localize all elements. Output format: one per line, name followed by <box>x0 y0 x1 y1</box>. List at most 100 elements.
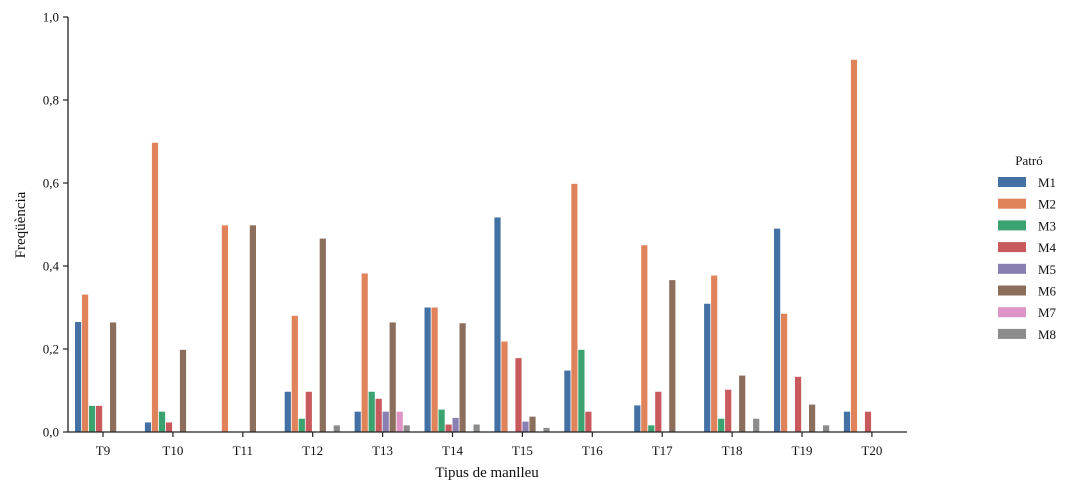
legend-swatch-m5 <box>998 263 1026 274</box>
legend-swatch-m7 <box>998 307 1026 318</box>
bars-group <box>75 59 872 433</box>
bar-t15-m1 <box>494 217 501 432</box>
bar-t15-m5 <box>522 421 529 433</box>
legend-label-m2: M2 <box>1038 197 1056 212</box>
x-axis-label: Tipus de manlleu <box>435 465 539 481</box>
bar-t12-m6 <box>319 238 326 432</box>
bar-t14-m8 <box>473 424 480 432</box>
x-tick-label: T12 <box>302 443 323 458</box>
bar-t16-m3 <box>578 349 585 432</box>
bar-t10-m3 <box>158 411 166 432</box>
bar-t18-m4 <box>725 389 732 432</box>
bar-t10-m2 <box>151 142 159 432</box>
bar-t18-m6 <box>739 375 746 432</box>
bar-t15-m8 <box>543 427 550 432</box>
x-tick-label: T19 <box>792 443 813 458</box>
bar-t17-m1 <box>634 405 641 432</box>
y-tick-label: 1,0 <box>43 10 59 25</box>
bar-t9-m4 <box>96 405 103 432</box>
y-tick-label: 0,0 <box>43 425 59 440</box>
bar-t19-m1 <box>774 228 781 432</box>
bar-t13-m4 <box>375 398 382 432</box>
bar-t16-m1 <box>564 370 571 432</box>
bar-t13-m7 <box>396 411 403 432</box>
bar-t18-m3 <box>718 418 725 432</box>
y-tick-label: 0,2 <box>43 342 59 357</box>
bar-t14-m6 <box>459 323 466 432</box>
bar-t19-m2 <box>781 313 788 432</box>
x-tick-label: T9 <box>96 443 110 458</box>
bar-t13-m1 <box>354 411 361 432</box>
x-tick-label: T15 <box>512 443 533 458</box>
legend-title: Patró <box>1015 153 1042 168</box>
bar-t17-m3 <box>648 425 655 432</box>
bar-t13-m6 <box>389 322 396 432</box>
bar-t14-m3 <box>438 409 445 432</box>
y-axis-label: Freqüència <box>13 191 29 258</box>
bar-t15-m4 <box>515 358 522 432</box>
bar-t17-m2 <box>641 245 648 432</box>
bar-t16-m2 <box>571 183 578 432</box>
bar-t14-m1 <box>424 307 431 432</box>
bar-t12-m3 <box>298 418 305 432</box>
legend-label-m6: M6 <box>1038 284 1057 299</box>
bar-t9-m6 <box>110 322 117 432</box>
bar-t19-m6 <box>809 404 816 432</box>
bar-t12-m8 <box>333 425 340 432</box>
y-tick-label: 0,4 <box>43 259 60 274</box>
bar-t10-m6 <box>179 349 187 432</box>
bar-t14-m4 <box>445 424 452 432</box>
y-tick-label: 0,8 <box>43 93 59 108</box>
bar-t12-m1 <box>284 391 291 432</box>
legend-label-m8: M8 <box>1038 327 1056 342</box>
bar-t9-m3 <box>89 405 96 432</box>
x-axis: T9 T10 T11 T12 T13 T14 T15 T16 T17 T18 T19 T20 <box>68 431 907 458</box>
legend-label-m5: M5 <box>1038 262 1056 277</box>
x-tick-label: T10 <box>162 443 183 458</box>
bar-t13-m2 <box>361 273 368 432</box>
bar-t18-m2 <box>711 275 718 432</box>
x-tick-label: T17 <box>652 443 673 458</box>
legend-swatch-m3 <box>998 220 1026 231</box>
bar-t18-m1 <box>704 303 711 432</box>
bar-t10-m1 <box>144 422 152 432</box>
legend-swatch-m1 <box>998 177 1026 187</box>
x-tick-label: T20 <box>861 443 882 458</box>
bar-t12-m4 <box>305 391 312 432</box>
bar-t18-m8 <box>753 418 760 432</box>
x-tick-label: T11 <box>233 443 253 458</box>
bar-t20-m4 <box>864 411 872 432</box>
bar-t14-m2 <box>431 307 438 432</box>
legend-swatch-m2 <box>998 198 1026 209</box>
bar-t9-m1 <box>75 322 82 432</box>
y-axis: 0,0 0,2 0,4 0,6 0,8 1,0 <box>43 10 69 440</box>
bar-t20-m2 <box>850 59 858 432</box>
bar-t13-m3 <box>368 391 375 432</box>
bar-t17-m4 <box>655 391 662 432</box>
bar-t11-m6 <box>249 225 256 432</box>
legend: Patró M1 M2 M3 M4 M5 M6 M7 M8 <box>998 153 1057 342</box>
bar-t9-m2 <box>82 294 89 432</box>
bar-t17-m6 <box>669 280 676 432</box>
x-tick-label: T16 <box>582 443 603 458</box>
bar-t14-m5 <box>452 417 459 432</box>
bar-t12-m2 <box>291 315 298 432</box>
bar-t15-m2 <box>501 341 508 432</box>
bar-t16-m4 <box>585 411 592 432</box>
x-tick-label: T18 <box>722 443 743 458</box>
bar-t20-m1 <box>843 411 851 432</box>
bar-t10-m4 <box>165 422 173 432</box>
legend-label-m7: M7 <box>1038 305 1057 320</box>
bar-t19-m4 <box>795 376 802 432</box>
bar-t11-m2 <box>221 225 228 432</box>
bar-t13-m5 <box>382 411 389 432</box>
x-tick-label: T14 <box>442 443 463 458</box>
legend-label-m1: M1 <box>1038 175 1056 190</box>
legend-swatch-m6 <box>998 285 1026 296</box>
y-tick-label: 0,6 <box>43 176 60 191</box>
bar-t13-m8 <box>403 425 410 432</box>
legend-label-m3: M3 <box>1038 218 1056 233</box>
x-tick-label: T13 <box>372 443 393 458</box>
legend-swatch-m4 <box>998 242 1026 253</box>
